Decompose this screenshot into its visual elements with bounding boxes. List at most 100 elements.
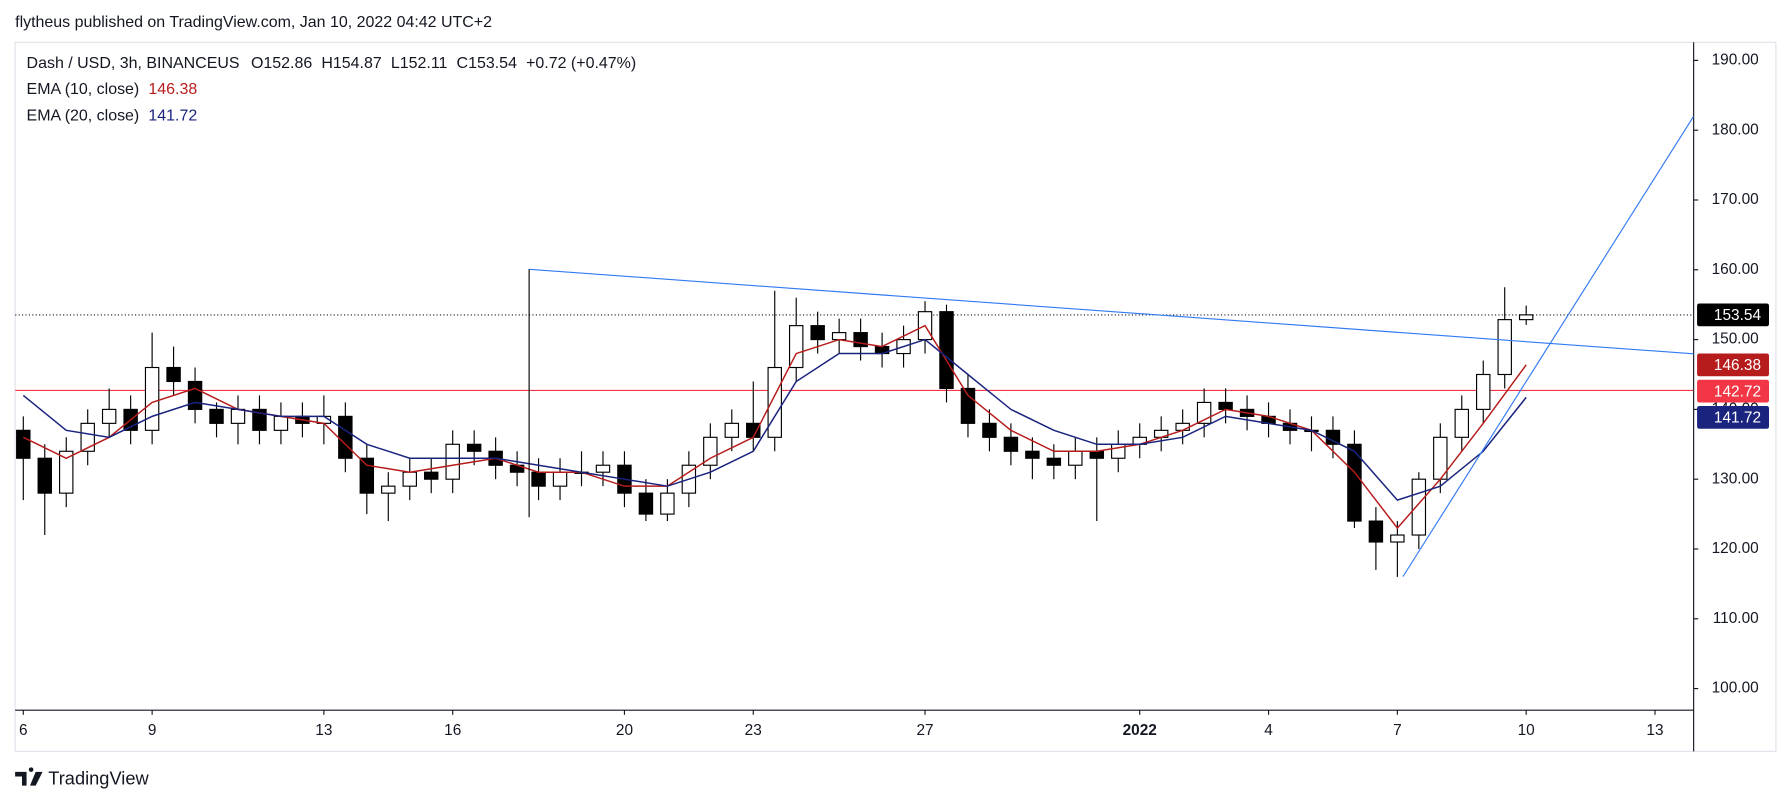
candle-body (1518, 314, 1534, 321)
candle-body (209, 408, 224, 424)
y-tick-label: 120.00 (1712, 540, 1759, 557)
indicator-value: 141.72 (148, 108, 197, 125)
candle-body (230, 408, 246, 424)
y-tick-label: 100.00 (1712, 680, 1759, 697)
candle-body (1025, 450, 1040, 459)
legend: Dash / USD, 3h, BINANCEUS O152.86 H154.87 L… (27, 55, 637, 125)
candle-body (1175, 422, 1190, 431)
symbol-line: Dash / USD, 3h, BINANCEUS O152.86 H154.87 L… (27, 55, 637, 72)
candle-body (724, 422, 740, 438)
candle-body (638, 492, 654, 515)
brand-name: TradingView (48, 768, 149, 789)
ohlc-value: 152.11 (400, 55, 448, 72)
candle-body (552, 471, 568, 487)
x-tick-label: 16 (444, 722, 461, 739)
candle-body (1003, 436, 1019, 452)
chart-frame (14, 41, 1777, 752)
candle-body (144, 366, 160, 431)
trendline (529, 268, 1694, 355)
candle-body (1368, 520, 1384, 543)
candle-body (788, 325, 804, 369)
candle-body (982, 422, 997, 438)
candle-body (660, 492, 675, 515)
y-tick-label: 150.00 (1712, 331, 1759, 348)
ohlc-value: 154.87 (333, 55, 382, 72)
candle-body (381, 485, 396, 494)
candle-body (1089, 450, 1105, 459)
x-tick-label: 7 (1393, 722, 1402, 739)
indicator-value: 146.38 (148, 81, 197, 98)
price-tag (1697, 405, 1770, 429)
price-tag (1697, 379, 1770, 403)
candle-body (252, 408, 267, 431)
indicator-line: EMA (10, close) 146.38 (27, 81, 198, 98)
candle-body (810, 325, 825, 341)
price-tag-label: 142.72 (1714, 383, 1761, 400)
candle-body (1411, 478, 1427, 536)
candle-body (338, 415, 353, 459)
candle-body (101, 408, 117, 424)
candle-body (831, 332, 847, 341)
ohlc-value: 153.54 (468, 55, 517, 72)
candle-body (423, 471, 439, 480)
price-tag (1697, 353, 1770, 377)
price-tag-label: 146.38 (1714, 357, 1761, 374)
y-tick-label: 190.00 (1712, 51, 1759, 68)
indicator-name: EMA (20, close) (27, 108, 140, 125)
candle-body (1476, 373, 1491, 410)
candle-body (703, 436, 718, 466)
ema-line (22, 338, 1527, 501)
candle-body (166, 366, 181, 383)
price-tag (1697, 303, 1770, 327)
candle-body (466, 443, 482, 452)
candle-body (531, 471, 546, 487)
y-tick-label: 110.00 (1713, 610, 1759, 627)
candle-body (1046, 457, 1062, 466)
candle-body (939, 311, 954, 390)
y-tick-label: 180.00 (1712, 121, 1759, 138)
indicator-line: EMA (20, close) 141.72 (27, 108, 198, 125)
candle-body (1497, 319, 1512, 376)
change: +0.72 (+0.47%) (526, 55, 636, 72)
candle-body (1218, 401, 1233, 410)
ohlc-label: H (321, 55, 333, 72)
y-tick-label: 160.00 (1712, 261, 1759, 278)
y-tick-label: 170.00 (1712, 191, 1759, 208)
price-tag-label: 153.54 (1714, 307, 1762, 324)
trendline (1402, 115, 1694, 577)
candle-body (445, 443, 460, 480)
candle-body (1454, 408, 1470, 438)
candle-body (402, 471, 417, 487)
candle-body (1347, 443, 1362, 522)
candle-body (59, 450, 74, 494)
author-line: flytheus published on TradingView.com, J… (15, 14, 492, 31)
y-tick-label: 130.00 (1712, 470, 1759, 487)
x-tick-label: 27 (916, 722, 933, 739)
x-tick-label: 2022 (1123, 722, 1157, 739)
logo-mark (15, 767, 43, 786)
ohlc-label: L (391, 55, 400, 72)
candle-body (1390, 534, 1405, 543)
candle-body (1325, 429, 1341, 445)
price-tag-label: 141.72 (1714, 410, 1761, 427)
ohlc-label: O (251, 55, 263, 72)
candle-body (1068, 450, 1083, 466)
candle-body (16, 429, 31, 459)
candle-body (746, 422, 761, 438)
ohlc-label: C (457, 55, 469, 72)
candle-body (37, 457, 52, 494)
x-tick-label: 6 (19, 722, 28, 739)
x-tick-label: 20 (616, 722, 633, 739)
plot-area (15, 115, 1694, 577)
x-tick-label: 9 (148, 722, 157, 739)
ohlc-value: 152.86 (263, 55, 312, 72)
candle-body (80, 422, 95, 452)
x-tick-label: 23 (745, 722, 762, 739)
x-tick-label: 13 (315, 722, 332, 739)
candle-body (359, 457, 375, 494)
candle-body (273, 415, 289, 431)
candle-body (767, 366, 782, 438)
x-tick-label: 13 (1646, 722, 1663, 739)
brand-logo: TradingView (15, 767, 150, 789)
